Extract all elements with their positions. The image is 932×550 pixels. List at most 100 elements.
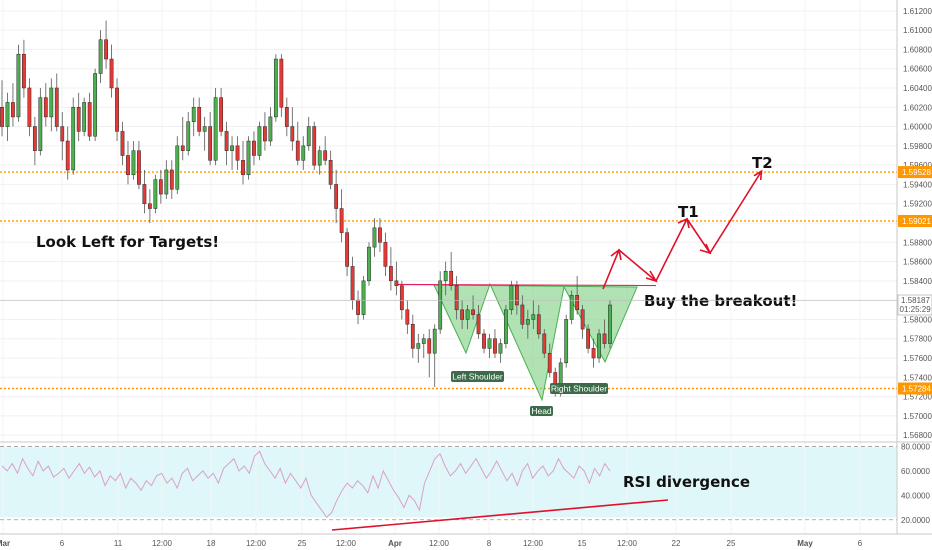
rsi-tick-label: 80.0000 bbox=[901, 442, 930, 451]
countdown-label: 01:25:29 bbox=[900, 305, 932, 314]
candle-body bbox=[109, 58, 114, 89]
candle-body bbox=[82, 102, 87, 132]
candle-body bbox=[323, 150, 328, 161]
candle-body bbox=[471, 309, 475, 315]
time-tick-label: 22 bbox=[672, 539, 681, 548]
candle-body bbox=[339, 208, 344, 233]
time-tick-label: 12:00 bbox=[617, 539, 638, 548]
candle-body bbox=[399, 285, 404, 311]
candle-body bbox=[443, 270, 448, 282]
candle-body bbox=[394, 280, 399, 286]
candle-body bbox=[487, 338, 492, 349]
candle-body bbox=[317, 150, 322, 166]
horizontal-levels bbox=[0, 171, 897, 390]
price-tick-label: 1.59600 bbox=[903, 161, 932, 170]
candle-body bbox=[383, 242, 388, 267]
time-tick-label: 12:00 bbox=[336, 539, 357, 548]
candle-body bbox=[279, 58, 284, 108]
candle-body bbox=[476, 314, 481, 335]
candle-body bbox=[219, 97, 223, 132]
price-tick-label: 1.58400 bbox=[903, 277, 932, 286]
projection-arrowhead bbox=[610, 248, 622, 261]
level-label: 1.59528 bbox=[902, 168, 931, 177]
candle-body bbox=[93, 73, 98, 137]
candle-body bbox=[295, 140, 300, 161]
candle-body bbox=[131, 150, 136, 176]
candle-body bbox=[235, 145, 240, 161]
t1-annotation: T1 bbox=[678, 203, 699, 221]
candle-body bbox=[65, 140, 70, 171]
candle-body bbox=[405, 309, 410, 325]
candle-body bbox=[569, 295, 574, 320]
candle-body bbox=[602, 333, 607, 344]
level-price-labels: 1.59528 1.59021 1.57284 bbox=[898, 166, 932, 395]
candle-body bbox=[514, 285, 519, 306]
rsi-tick-label: 60.0000 bbox=[901, 467, 930, 476]
level-label: 1.57284 bbox=[902, 384, 931, 393]
candle-body bbox=[498, 343, 503, 354]
candle-body bbox=[153, 179, 158, 209]
time-tick-label: 18 bbox=[207, 539, 216, 548]
rsi-tick-label: 20.0000 bbox=[901, 516, 930, 525]
candle-body bbox=[213, 97, 218, 161]
candle-body bbox=[328, 160, 333, 185]
level-label-bg bbox=[898, 382, 932, 395]
candle-body bbox=[608, 304, 612, 344]
time-tick-label: 6 bbox=[60, 539, 65, 548]
candle-body bbox=[547, 352, 552, 373]
candle-body bbox=[378, 227, 382, 243]
candle-body bbox=[164, 169, 169, 195]
candle-body bbox=[465, 309, 470, 320]
candle-body bbox=[438, 280, 443, 330]
candle-body bbox=[284, 107, 289, 127]
rsi-line bbox=[1, 450, 611, 519]
time-tick-label: Mar bbox=[0, 539, 10, 548]
time-tick-label: 15 bbox=[578, 539, 587, 548]
time-tick-label: Apr bbox=[388, 539, 402, 548]
candle-body bbox=[60, 126, 65, 142]
candle-body bbox=[268, 116, 273, 142]
rsi-band bbox=[0, 447, 897, 518]
rsi-divergence-annotation: RSI divergence bbox=[623, 473, 750, 491]
candle-body bbox=[104, 39, 108, 60]
candle-body bbox=[482, 333, 486, 349]
price-tick-label: 1.60200 bbox=[903, 103, 932, 112]
candle-body bbox=[76, 107, 81, 132]
projection-path bbox=[602, 172, 761, 290]
price-tick-label: 1.60600 bbox=[903, 65, 932, 74]
candle-body bbox=[586, 328, 590, 349]
candle-body bbox=[334, 184, 339, 209]
price-grid bbox=[0, 0, 897, 534]
left-shoulder-label: Left Shoulder bbox=[452, 372, 503, 382]
price-tick-label: 1.61000 bbox=[903, 26, 932, 35]
candle-body bbox=[38, 97, 43, 151]
candle-body bbox=[224, 131, 229, 151]
price-tick-label: 1.57600 bbox=[903, 354, 932, 363]
time-tick-label: 8 bbox=[487, 539, 492, 548]
time-tick-label: May bbox=[797, 539, 813, 548]
price-tick-label: 1.60400 bbox=[903, 84, 932, 93]
price-tick-label: 1.60000 bbox=[903, 123, 932, 132]
time-tick-label: 25 bbox=[298, 539, 307, 548]
time-tick-label: 6 bbox=[858, 539, 863, 548]
candle-body bbox=[591, 348, 596, 359]
price-scale[interactable] bbox=[897, 0, 932, 550]
candle-body bbox=[564, 319, 569, 364]
right-shoulder-label-bg bbox=[550, 383, 608, 394]
candle-body bbox=[312, 126, 317, 166]
candle-body bbox=[372, 227, 377, 248]
candle-body bbox=[54, 87, 59, 127]
candle-body bbox=[142, 184, 147, 204]
price-axis: 1.61200 1.61000 1.60800 1.60600 1.60400 1.602… bbox=[903, 7, 932, 440]
last-price-label: 1.58187 bbox=[901, 296, 930, 305]
candle-body bbox=[389, 266, 393, 282]
candle-body bbox=[175, 145, 180, 190]
projection-arrowhead bbox=[645, 270, 658, 283]
candle-body bbox=[5, 102, 10, 127]
rsi-divergence-line bbox=[331, 499, 669, 531]
time-tick-label: 11 bbox=[114, 539, 123, 548]
candle-body bbox=[257, 126, 262, 156]
price-tick-label: 1.57200 bbox=[903, 393, 932, 402]
time-axis: Mar 6 11 12:00 18 12:00 25 12:00 Apr 12:00 8 12:00 1… bbox=[0, 539, 863, 548]
candle-body bbox=[27, 87, 32, 127]
